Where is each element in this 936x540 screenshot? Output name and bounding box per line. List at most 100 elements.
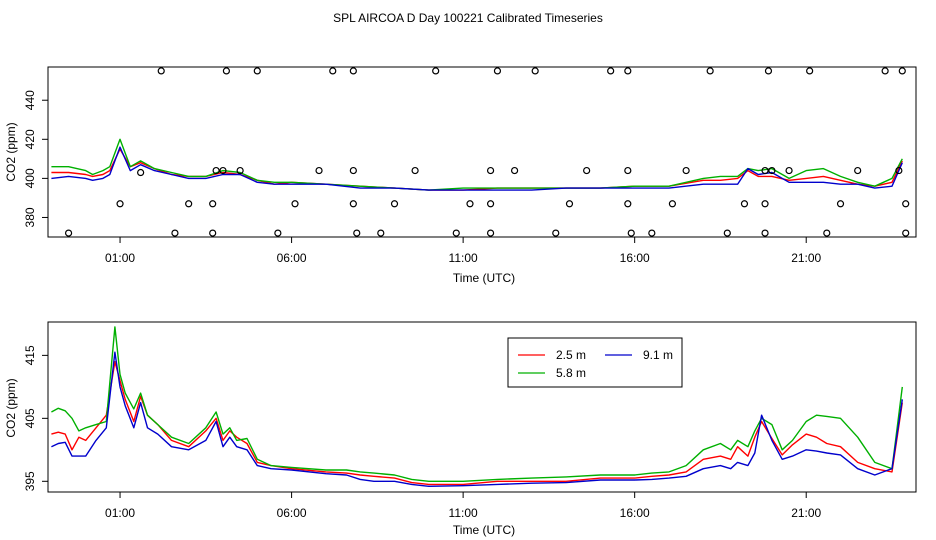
flag-marker — [740, 200, 749, 208]
flag-marker — [486, 229, 495, 237]
flag-marker — [236, 166, 244, 175]
figure-title: SPL AIRCOA D Day 100221 Calibrated Times… — [333, 11, 603, 25]
flag-marker — [898, 67, 906, 75]
bottom-series-line-9-1-m — [51, 351, 903, 487]
flag-marker — [377, 229, 385, 237]
flag-marker — [222, 67, 231, 75]
flag-marker — [349, 200, 357, 208]
flag-marker — [668, 200, 677, 208]
flag-marker — [624, 200, 632, 208]
bottom-y-axis: 395 405 415 — [23, 345, 48, 491]
flag-marker — [157, 67, 165, 75]
flag-marker — [823, 229, 831, 237]
flag-marker — [349, 166, 357, 175]
flag-marker — [219, 166, 227, 175]
flag-marker — [329, 67, 337, 75]
flag-marker — [209, 200, 217, 208]
legend: 2.5 m 9.1 m 5.8 m — [507, 337, 683, 388]
top-plot-frame — [47, 66, 917, 238]
flag-marker — [607, 67, 615, 75]
flag-marker — [583, 166, 591, 175]
top-y-tick-label: 380 — [23, 207, 37, 227]
flag-marker — [902, 229, 910, 237]
flag-marker — [171, 229, 179, 237]
top-series-line-5-8-m — [51, 138, 903, 191]
flag-marker — [531, 67, 539, 75]
bottom-panel: 395 405 415 01:00 06:00 11:00 16:00 21:00 Time… — [4, 321, 917, 537]
flag-marker — [624, 166, 632, 175]
flag-marker — [212, 166, 220, 175]
top-y-axis: 380 400 420 440 — [23, 90, 48, 227]
bottom-y-axis-label: CO2 (ppm) — [4, 378, 18, 437]
flag-marker — [761, 200, 769, 208]
flag-marker — [854, 166, 862, 175]
legend-label-2-5m: 2.5 m — [556, 348, 586, 362]
bottom-y-tick-label: 405 — [23, 408, 37, 428]
top-x-tick-label: 01:00 — [105, 251, 135, 265]
legend-label-5-8m: 5.8 m — [556, 366, 586, 380]
bottom-x-axis: 01:00 06:00 11:00 16:00 21:00 — [105, 492, 822, 520]
flag-marker — [137, 168, 145, 177]
bottom-x-tick-label: 11:00 — [449, 506, 478, 520]
top-y-tick-label: 420 — [23, 129, 37, 149]
flag-marker — [768, 166, 776, 175]
flag-marker — [785, 166, 793, 175]
flag-marker — [185, 200, 193, 208]
flag-marker — [510, 166, 519, 175]
top-x-tick-label: 16:00 — [620, 251, 650, 265]
flag-marker — [761, 166, 769, 175]
flag-marker — [565, 200, 574, 208]
top-x-tick-label: 11:00 — [449, 251, 478, 265]
bottom-x-tick-label: 06:00 — [277, 506, 307, 520]
top-y-tick-label: 400 — [23, 168, 37, 188]
top-panel: 380 400 420 440 01:00 06:00 11:00 16:00 21:00 T… — [4, 66, 917, 285]
top-x-tick-label: 06:00 — [277, 251, 307, 265]
flag-marker — [466, 200, 474, 208]
bottom-y-tick-label: 395 — [23, 471, 37, 491]
top-y-tick-label: 440 — [23, 90, 37, 110]
top-series-group — [51, 138, 903, 191]
bottom-series-line-5-8-m — [51, 326, 903, 482]
top-series-line-9-1-m — [51, 146, 903, 191]
bottom-x-tick-label: 16:00 — [620, 506, 650, 520]
top-x-tick-label: 21:00 — [791, 251, 821, 265]
flag-marker — [682, 166, 690, 175]
bottom-x-tick-label: 21:00 — [791, 506, 821, 520]
bottom-plot-frame — [47, 321, 917, 493]
flag-marker — [723, 229, 731, 237]
bottom-y-tick-label: 415 — [23, 345, 37, 365]
flag-marker — [315, 166, 323, 175]
flag-marker — [902, 200, 910, 208]
flag-marker — [493, 67, 502, 75]
flag-marker — [764, 67, 773, 75]
flag-marker — [274, 229, 282, 237]
flag-marker — [706, 67, 714, 75]
flag-marker — [349, 67, 357, 75]
bottom-series-group — [51, 326, 903, 487]
flag-marker — [836, 200, 845, 208]
flag-marker — [648, 229, 656, 237]
flag-marker — [390, 200, 399, 208]
flag-marker — [253, 67, 261, 75]
legend-label-9-1m: 9.1 m — [643, 348, 673, 362]
flag-marker — [411, 166, 419, 175]
flag-marker — [452, 229, 460, 237]
flag-marker — [353, 229, 361, 237]
bottom-x-axis-label: Time (UTC) — [453, 523, 515, 537]
bottom-series-line-2-5-m — [51, 361, 903, 486]
flag-marker — [291, 200, 299, 208]
flag-marker — [486, 166, 495, 175]
top-x-axis: 01:00 06:00 11:00 16:00 21:00 — [105, 237, 822, 265]
legend-box — [507, 337, 683, 388]
flag-marker — [761, 229, 769, 237]
flag-marker — [552, 229, 560, 237]
top-flag-markers — [64, 67, 910, 237]
top-x-axis-label: Time (UTC) — [453, 271, 515, 285]
flag-marker — [895, 166, 903, 175]
flag-marker — [486, 200, 495, 208]
flag-marker — [64, 229, 73, 237]
bottom-x-tick-label: 01:00 — [105, 506, 135, 520]
flag-marker — [116, 200, 124, 208]
top-y-axis-label: CO2 (ppm) — [4, 122, 18, 181]
